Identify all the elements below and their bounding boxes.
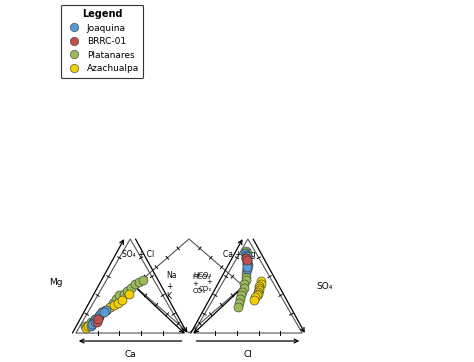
Text: Na
+
K: Na + K <box>166 271 177 301</box>
Text: Mg: Mg <box>49 278 62 287</box>
Text: SO₄: SO₄ <box>316 282 332 291</box>
Text: Ca: Ca <box>124 350 136 359</box>
Text: Cl: Cl <box>244 350 252 359</box>
Text: HCO₃
+
CO₃: HCO₃ + CO₃ <box>192 274 211 294</box>
Legend: Joaquina, BRRC-01, Platanares, Azachualpa: Joaquina, BRRC-01, Platanares, Azachualp… <box>61 4 144 77</box>
Text: SO₄ + Cl: SO₄ + Cl <box>122 250 155 259</box>
Text: HCO₃
+
CO₃: HCO₃ + CO₃ <box>193 272 212 292</box>
Text: Ca + Mg: Ca + Mg <box>223 250 256 259</box>
